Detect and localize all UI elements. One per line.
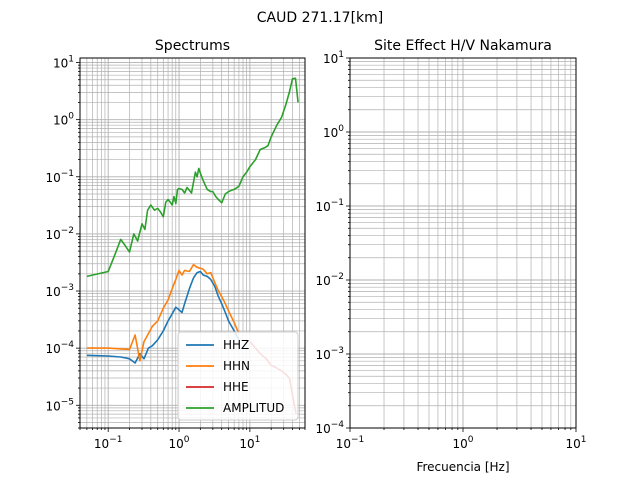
site-effect-axes: Site Effect H/V Nakamura 10−1 100 10110−41… <box>315 38 586 474</box>
series-line-amplitud <box>86 77 299 278</box>
site-effect-xlabel: Frecuencia [Hz] <box>416 460 509 474</box>
series-line-hhn <box>86 263 240 362</box>
site-effect-ticks <box>346 57 577 432</box>
spectrums-title: Spectrums <box>155 38 230 54</box>
spectrums-ticks <box>76 62 306 432</box>
figure-title: CAUD 271.17[km] <box>257 10 384 26</box>
legend-box <box>177 331 299 421</box>
series-line-hhz <box>86 270 240 364</box>
site-effect-grid <box>349 57 577 429</box>
legend-label: AMPLITUD <box>223 401 284 415</box>
legend-label: HHN <box>223 359 250 373</box>
site-effect-title: Site Effect H/V Nakamura <box>374 38 552 54</box>
spectrums-legend: HHZ HHN HHE AMPLITUD <box>177 331 299 421</box>
legend-label: HHZ <box>223 338 249 352</box>
legend-label: HHE <box>223 380 249 394</box>
